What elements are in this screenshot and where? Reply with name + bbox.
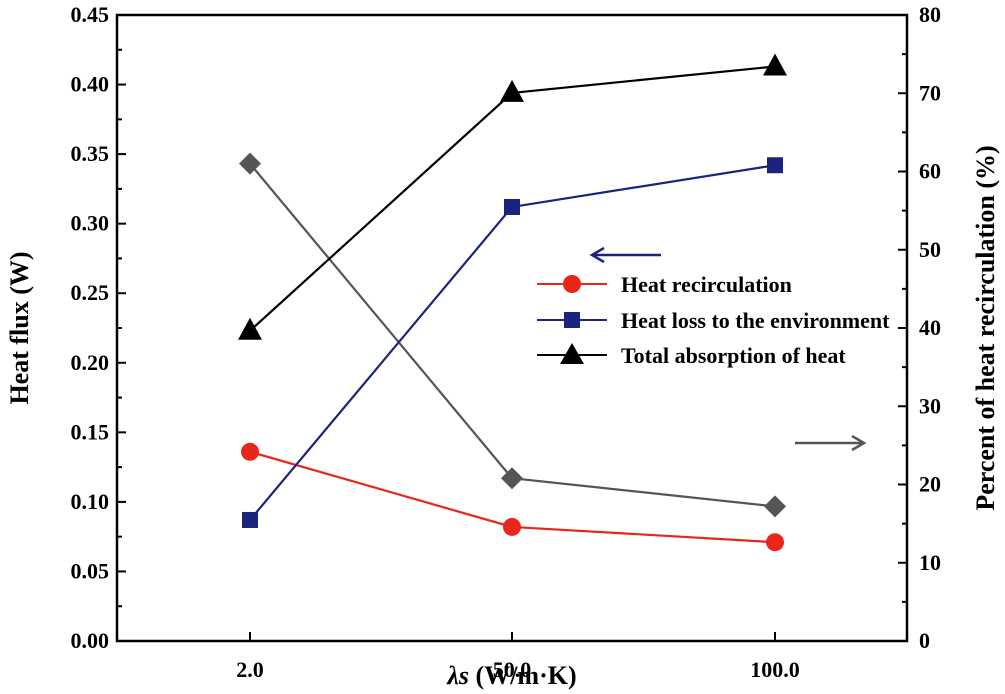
legend-item-heat-recirculation: Heat recirculation: [537, 272, 792, 297]
y-tick-label: 0.25: [71, 280, 110, 305]
x-tick-label: 50.0: [493, 657, 532, 682]
data-point-triangle: [763, 53, 787, 76]
y-tick-label: 0.00: [71, 628, 110, 653]
data-point-diamond: [501, 467, 523, 490]
y-tick-label: 0.20: [71, 350, 110, 375]
left-axis-arrow: [589, 246, 661, 264]
right-axis-arrow: [795, 434, 867, 452]
y-axis-title: Heat flux (W): [5, 251, 34, 404]
y-tick-label: 0.35: [71, 141, 110, 166]
legend-item-total-absorption: Total absorption of heat: [537, 343, 846, 368]
y2-tick-label: 10: [919, 550, 941, 575]
x-tick-label: 100.0: [750, 657, 800, 682]
y2-tick-label: 0: [919, 628, 930, 653]
y-tick-label: 0.15: [71, 419, 110, 444]
legend-label: Heat loss to the environment: [621, 308, 890, 333]
y2-tick-label: 50: [919, 237, 941, 262]
right-axis: 0 10 20 30 40 50 60 70 80: [898, 2, 941, 653]
y-tick-label: 0.10: [71, 489, 110, 514]
x-axis-symbol: λs: [446, 661, 469, 690]
y2-tick-label: 40: [919, 315, 941, 340]
series-layer: [238, 53, 787, 552]
data-point-circle: [766, 533, 784, 552]
legend: Heat recirculation Heat loss to the envi…: [537, 272, 890, 368]
y-tick-label: 0.05: [71, 558, 110, 583]
x-axis: 2.0 50.0 100.0: [236, 632, 800, 682]
legend-square-marker: [564, 312, 580, 328]
y-tick-label: 0.30: [71, 211, 110, 236]
y2-tick-label: 20: [919, 472, 941, 497]
y2-tick-label: 60: [919, 159, 941, 184]
data-point-circle: [241, 442, 259, 461]
x-axis-unit: (W/m·K): [469, 661, 577, 690]
data-point-diamond: [239, 152, 261, 175]
y2-tick-label: 70: [919, 80, 941, 105]
x-axis-title: λs (W/m·K): [446, 661, 576, 690]
data-point-triangle: [500, 79, 524, 102]
x-tick-label: 2.0: [236, 657, 264, 682]
data-point-square: [242, 511, 258, 528]
legend-circle-marker: [563, 275, 581, 293]
data-point-circle: [503, 517, 521, 536]
left-axis: 0.00 0.05 0.10 0.15 0.20 0.25 0.30 0.35 0.40 0.45: [71, 2, 126, 653]
data-point-triangle: [238, 317, 262, 340]
y2-tick-label: 30: [919, 393, 941, 418]
legend-triangle-marker: [560, 343, 584, 364]
data-point-square: [767, 157, 783, 174]
data-point-square: [504, 198, 520, 215]
series-line-percent-of-heat-recirculation: [249, 162, 776, 508]
data-point-diamond: [764, 495, 786, 518]
legend-label: Heat recirculation: [621, 272, 792, 297]
y-tick-label: 0.45: [71, 2, 110, 27]
y2-axis-title: Percent of heat recirculation (%): [971, 145, 1000, 510]
legend-label: Total absorption of heat: [621, 343, 846, 368]
legend-item-heat-loss: Heat loss to the environment: [537, 308, 890, 333]
y2-tick-label: 80: [919, 2, 941, 27]
y-tick-label: 0.40: [71, 72, 110, 97]
